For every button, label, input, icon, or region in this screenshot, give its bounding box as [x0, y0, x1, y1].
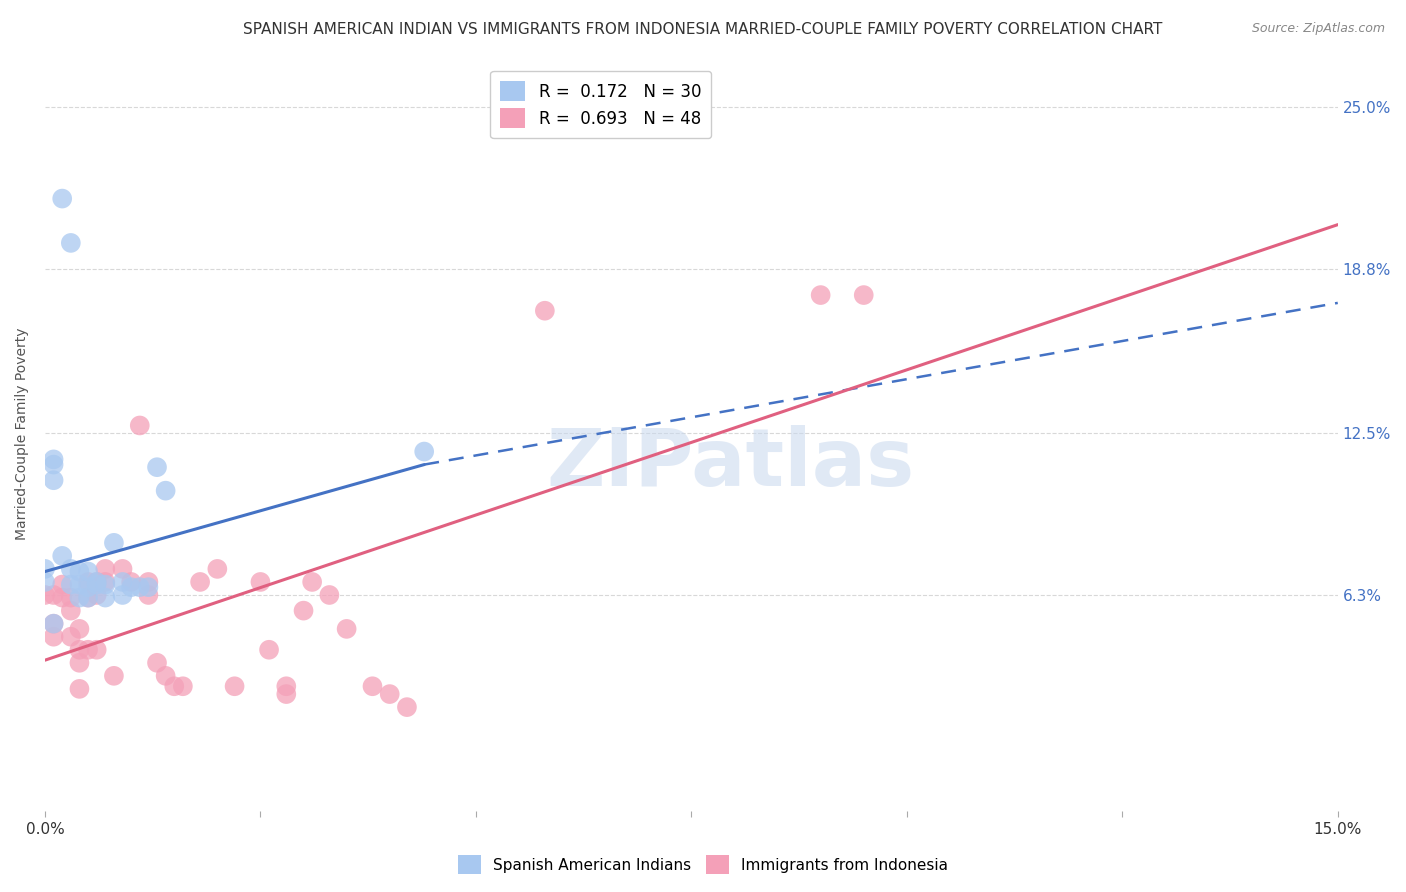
Point — [276, 687, 298, 701]
Point — [69, 642, 91, 657]
Point — [34, 562, 56, 576]
Point — [128, 418, 150, 433]
Text: ZIPatlas: ZIPatlas — [546, 425, 914, 502]
Point — [59, 577, 82, 591]
Point — [51, 192, 73, 206]
Point — [34, 588, 56, 602]
Point — [59, 235, 82, 250]
Point — [155, 669, 177, 683]
Point — [77, 565, 100, 579]
Point — [111, 562, 134, 576]
Point — [163, 679, 186, 693]
Point — [42, 630, 65, 644]
Point — [852, 288, 875, 302]
Text: SPANISH AMERICAN INDIAN VS IMMIGRANTS FROM INDONESIA MARRIED-COUPLE FAMILY POVER: SPANISH AMERICAN INDIAN VS IMMIGRANTS FR… — [243, 22, 1163, 37]
Point — [86, 574, 108, 589]
Point — [207, 562, 229, 576]
Point — [86, 588, 108, 602]
Y-axis label: Married-Couple Family Poverty: Married-Couple Family Poverty — [15, 327, 30, 540]
Point — [257, 642, 280, 657]
Point — [94, 577, 117, 591]
Point — [276, 679, 298, 693]
Point — [51, 549, 73, 563]
Point — [42, 588, 65, 602]
Point — [69, 622, 91, 636]
Point — [318, 588, 340, 602]
Point — [69, 591, 91, 605]
Point — [51, 591, 73, 605]
Point — [42, 458, 65, 472]
Point — [69, 565, 91, 579]
Point — [69, 577, 91, 591]
Point — [86, 577, 108, 591]
Point — [249, 574, 271, 589]
Text: Source: ZipAtlas.com: Source: ZipAtlas.com — [1251, 22, 1385, 36]
Point — [94, 562, 117, 576]
Point — [810, 288, 832, 302]
Point — [77, 580, 100, 594]
Point — [42, 473, 65, 487]
Point — [138, 588, 160, 602]
Point — [42, 616, 65, 631]
Point — [42, 452, 65, 467]
Point — [59, 604, 82, 618]
Point — [111, 574, 134, 589]
Point — [51, 577, 73, 591]
Point — [77, 591, 100, 605]
Point — [69, 681, 91, 696]
Point — [34, 574, 56, 589]
Point — [138, 574, 160, 589]
Point — [172, 679, 194, 693]
Point — [413, 444, 436, 458]
Point — [128, 580, 150, 594]
Point — [378, 687, 401, 701]
Point — [146, 460, 169, 475]
Point — [395, 700, 418, 714]
Point — [534, 303, 557, 318]
Point — [42, 616, 65, 631]
Point — [138, 580, 160, 594]
Point — [59, 591, 82, 605]
Point — [86, 642, 108, 657]
Point — [224, 679, 246, 693]
Point — [69, 656, 91, 670]
Point — [103, 669, 125, 683]
Point — [146, 656, 169, 670]
Legend: Spanish American Indians, Immigrants from Indonesia: Spanish American Indians, Immigrants fro… — [451, 849, 955, 880]
Point — [361, 679, 384, 693]
Point — [86, 574, 108, 589]
Point — [111, 588, 134, 602]
Point — [77, 642, 100, 657]
Legend: R =  0.172   N = 30, R =  0.693   N = 48: R = 0.172 N = 30, R = 0.693 N = 48 — [491, 71, 711, 138]
Point — [59, 630, 82, 644]
Point — [155, 483, 177, 498]
Point — [94, 574, 117, 589]
Point — [103, 536, 125, 550]
Point — [120, 574, 142, 589]
Point — [188, 574, 211, 589]
Point — [59, 562, 82, 576]
Point — [77, 574, 100, 589]
Point — [301, 574, 323, 589]
Point — [336, 622, 359, 636]
Point — [77, 591, 100, 605]
Point — [94, 591, 117, 605]
Point — [292, 604, 315, 618]
Point — [120, 580, 142, 594]
